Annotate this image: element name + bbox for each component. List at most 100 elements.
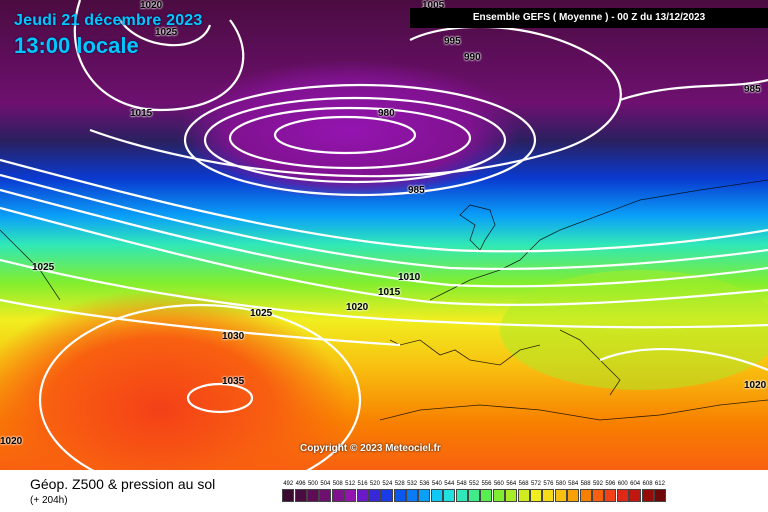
legend-entry: 584 <box>567 480 580 502</box>
legend-swatch <box>604 489 617 502</box>
isobar-label: 990 <box>464 52 481 63</box>
weather-map: 1020 1025 1005 995 990 985 1015 980 985 … <box>0 0 768 470</box>
legend-value: 500 <box>307 481 318 487</box>
isobar-label: 985 <box>744 84 761 95</box>
legend-entry: 552 <box>468 480 481 502</box>
legend-value: 580 <box>555 481 566 487</box>
legend-value: 608 <box>642 481 653 487</box>
legend-swatch <box>579 489 592 502</box>
legend-swatch <box>591 489 604 502</box>
legend-swatch <box>653 489 666 502</box>
map-footer: Géop. Z500 & pression au sol (+ 204h) 49… <box>0 470 768 512</box>
legend-swatch <box>306 489 319 502</box>
legend-value: 524 <box>382 481 393 487</box>
legend-entry: 532 <box>406 480 419 502</box>
lead-time: (+ 204h) <box>30 495 68 506</box>
legend-entry: 572 <box>530 480 542 502</box>
legend-value: 516 <box>357 481 368 487</box>
map-canvas <box>0 0 768 470</box>
model-run-banner: Ensemble GEFS ( Moyenne ) - 00 Z du 13/1… <box>410 8 768 28</box>
isobar-label: 1020 <box>346 302 369 313</box>
legend-entry: 508 <box>331 480 344 502</box>
copyright-notice: Copyright © 2023 Meteociel.fr <box>300 443 441 454</box>
legend-value: 532 <box>407 481 418 487</box>
legend-swatch <box>567 489 580 502</box>
legend-swatch <box>430 489 443 502</box>
isobar-label: 1035 <box>222 376 245 387</box>
legend-value: 512 <box>345 481 356 487</box>
legend-entry: 504 <box>319 480 332 502</box>
legend-value: 592 <box>592 481 603 487</box>
legend-value: 560 <box>493 481 504 487</box>
legend-value: 588 <box>580 481 591 487</box>
isobar-label: 1020 <box>140 0 163 11</box>
legend-swatch <box>542 489 555 502</box>
isobar-label: 1010 <box>398 272 421 283</box>
isobar-label: 995 <box>444 36 461 47</box>
legend-entry: 580 <box>554 480 567 502</box>
legend-swatch <box>344 489 357 502</box>
legend-entry: 528 <box>393 480 406 502</box>
legend-entry: 560 <box>492 480 505 502</box>
legend-entry: 520 <box>368 480 381 502</box>
legend-value: 492 <box>283 481 294 487</box>
legend-value: 496 <box>295 481 306 487</box>
isobar-label: 1025 <box>250 308 273 319</box>
legend-entry: 516 <box>356 480 369 502</box>
legend-entry: 512 <box>344 480 357 502</box>
legend-entry: 500 <box>306 480 319 502</box>
legend-entry: 536 <box>418 480 431 502</box>
legend-swatch <box>505 489 518 502</box>
legend-swatch <box>418 489 431 502</box>
legend-swatch <box>294 489 307 502</box>
legend-entry: 496 <box>294 480 307 502</box>
legend-swatch <box>554 489 567 502</box>
legend-value: 504 <box>320 481 331 487</box>
legend-swatch <box>331 489 344 502</box>
isobar-label: 1025 <box>155 27 178 38</box>
legend-value: 520 <box>369 481 380 487</box>
legend-value: 576 <box>543 481 554 487</box>
isobar-label: 1005 <box>422 0 445 11</box>
legend-swatch <box>530 489 542 502</box>
legend-entry: 592 <box>591 480 604 502</box>
legend-entry: 544 <box>443 480 456 502</box>
legend-value: 564 <box>506 481 517 487</box>
legend-entry: 540 <box>430 480 443 502</box>
forecast-date: Jeudi 21 décembre 2023 <box>14 12 203 29</box>
legend-value: 600 <box>617 481 628 487</box>
legend-swatch <box>480 489 493 502</box>
legend-swatch <box>381 489 394 502</box>
legend-entry: 548 <box>455 480 468 502</box>
legend-entry: 556 <box>480 480 493 502</box>
legend-swatch <box>455 489 468 502</box>
legend-swatch <box>492 489 505 502</box>
legend-swatch <box>368 489 381 502</box>
legend-value: 508 <box>332 481 343 487</box>
legend-swatch <box>282 489 295 502</box>
legend-value: 548 <box>456 481 467 487</box>
legend-swatch <box>356 489 369 502</box>
legend-value: 540 <box>431 481 442 487</box>
legend-swatch <box>517 489 530 502</box>
isobars <box>0 0 768 470</box>
legend-entry: 612 <box>653 480 666 502</box>
legend-entry: 524 <box>381 480 394 502</box>
legend-value: 604 <box>630 481 641 487</box>
legend-value: 596 <box>605 481 616 487</box>
legend-swatch <box>629 489 642 502</box>
legend-entry: 492 <box>282 480 295 502</box>
isobar-label: 1020 <box>0 436 23 447</box>
legend-value: 552 <box>469 481 480 487</box>
coastlines <box>0 179 768 421</box>
legend-swatch <box>443 489 456 502</box>
legend-entry: 564 <box>505 480 518 502</box>
legend-swatch <box>641 489 654 502</box>
isobar-label: 1030 <box>222 331 245 342</box>
legend-swatch <box>406 489 419 502</box>
legend-entry: 596 <box>604 480 617 502</box>
isobar-label: 1025 <box>32 262 55 273</box>
legend-value: 528 <box>394 481 405 487</box>
legend-value: 568 <box>518 481 529 487</box>
legend-swatch <box>468 489 481 502</box>
